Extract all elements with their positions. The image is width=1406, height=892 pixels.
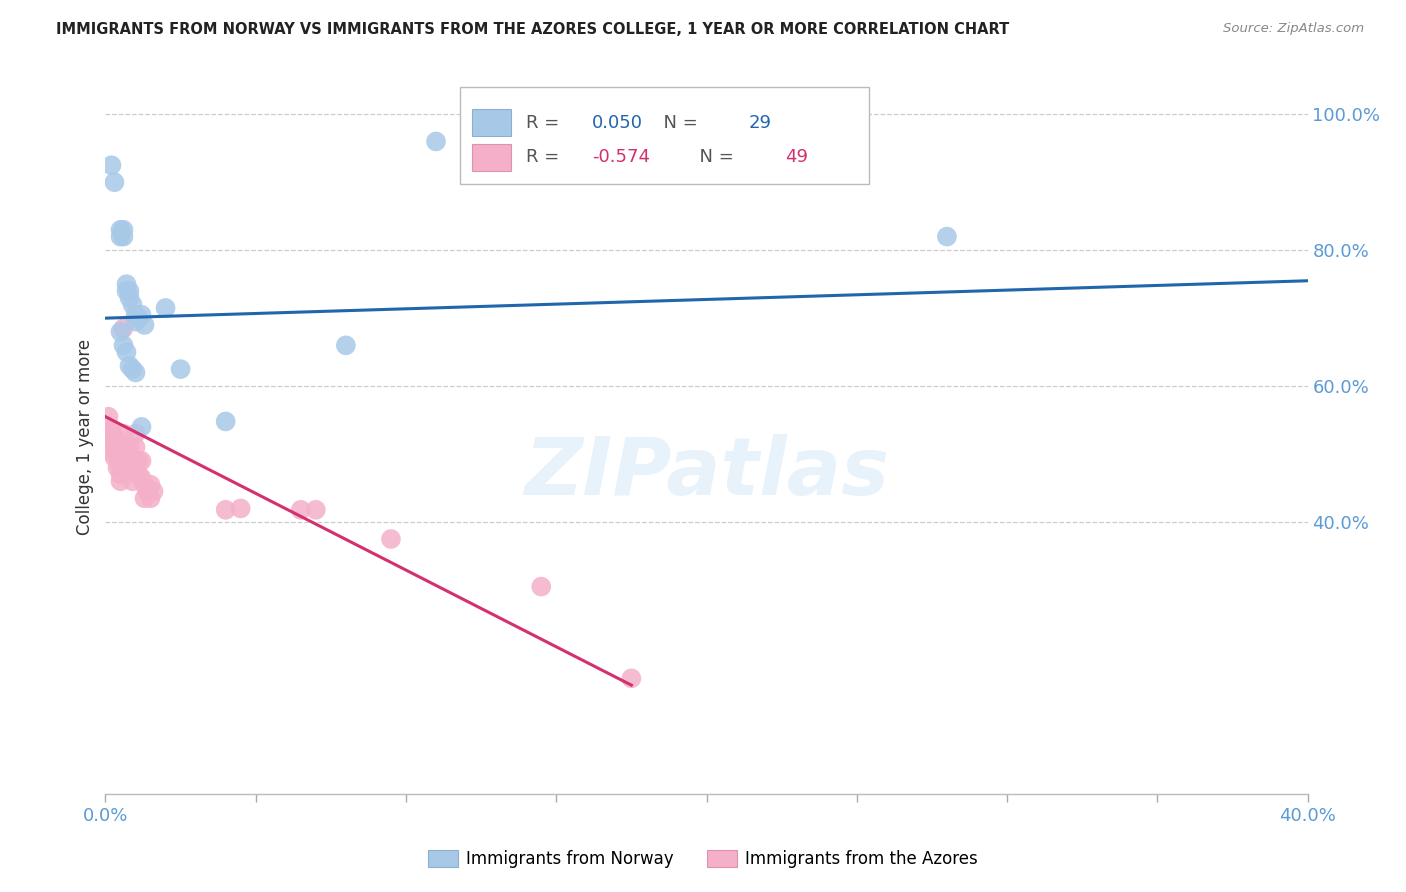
Point xyxy=(305,503,328,517)
Point xyxy=(118,440,141,454)
Point xyxy=(115,284,138,298)
Point xyxy=(136,484,159,499)
Text: 0.050: 0.050 xyxy=(592,114,644,132)
Point xyxy=(107,434,129,448)
Point xyxy=(115,460,138,475)
Point xyxy=(115,440,138,454)
Point xyxy=(115,450,138,465)
Point xyxy=(118,450,141,465)
Point xyxy=(121,460,143,475)
Point xyxy=(290,503,312,517)
Point xyxy=(97,423,120,437)
Point xyxy=(128,454,150,468)
Point xyxy=(131,471,153,485)
FancyBboxPatch shape xyxy=(472,144,510,171)
Point xyxy=(121,297,143,311)
Point xyxy=(131,420,153,434)
Point xyxy=(128,311,150,326)
Text: R =: R = xyxy=(526,148,565,166)
Point xyxy=(121,475,143,489)
Text: 29: 29 xyxy=(748,114,772,132)
Point xyxy=(124,454,146,468)
Point xyxy=(103,175,125,189)
Point xyxy=(110,454,132,468)
Point xyxy=(115,277,138,292)
Text: ZIPatlas: ZIPatlas xyxy=(524,434,889,512)
Point xyxy=(110,447,132,461)
Point xyxy=(103,430,125,444)
Point xyxy=(121,362,143,376)
Point xyxy=(124,426,146,441)
Point xyxy=(112,229,135,244)
FancyBboxPatch shape xyxy=(472,109,510,136)
Point xyxy=(100,158,122,172)
Legend: Immigrants from Norway, Immigrants from the Azores: Immigrants from Norway, Immigrants from … xyxy=(422,843,984,875)
Point xyxy=(118,359,141,373)
Point xyxy=(100,443,122,458)
Point xyxy=(100,423,122,437)
Point xyxy=(134,318,156,332)
Point xyxy=(124,440,146,454)
Point xyxy=(110,223,132,237)
Text: N =: N = xyxy=(689,148,740,166)
Point xyxy=(139,491,162,506)
Text: N =: N = xyxy=(652,114,704,132)
Point xyxy=(530,580,553,594)
Point xyxy=(131,308,153,322)
Point xyxy=(118,284,141,298)
Text: R =: R = xyxy=(526,114,565,132)
Point xyxy=(425,135,447,149)
Point xyxy=(110,325,132,339)
Point xyxy=(169,362,191,376)
Point xyxy=(380,532,402,546)
Point xyxy=(335,338,357,352)
Point xyxy=(110,229,132,244)
FancyBboxPatch shape xyxy=(460,87,869,184)
Point xyxy=(110,475,132,489)
Point xyxy=(107,440,129,454)
Point xyxy=(118,464,141,478)
Point xyxy=(124,366,146,380)
Point xyxy=(131,454,153,468)
Point xyxy=(124,308,146,322)
Point xyxy=(103,434,125,448)
Point xyxy=(107,450,129,465)
Point xyxy=(118,291,141,305)
Point xyxy=(112,426,135,441)
Text: IMMIGRANTS FROM NORWAY VS IMMIGRANTS FROM THE AZORES COLLEGE, 1 YEAR OR MORE COR: IMMIGRANTS FROM NORWAY VS IMMIGRANTS FRO… xyxy=(56,22,1010,37)
Point xyxy=(214,503,236,517)
Point xyxy=(155,301,177,315)
Point xyxy=(100,434,122,448)
Point xyxy=(107,460,129,475)
Point xyxy=(112,321,135,335)
Point xyxy=(139,477,162,491)
Point xyxy=(112,223,135,237)
Y-axis label: College, 1 year or more: College, 1 year or more xyxy=(76,339,94,535)
Point xyxy=(128,467,150,482)
Point xyxy=(214,414,236,428)
Point xyxy=(134,477,156,491)
Point xyxy=(124,314,146,328)
Point xyxy=(97,409,120,424)
Point xyxy=(142,484,165,499)
Point xyxy=(936,229,959,244)
Point xyxy=(110,467,132,482)
Text: 49: 49 xyxy=(785,148,807,166)
Point xyxy=(103,450,125,465)
Point xyxy=(103,440,125,454)
Point xyxy=(620,671,643,685)
Point xyxy=(115,345,138,359)
Point xyxy=(112,440,135,454)
Point xyxy=(229,501,252,516)
Text: -0.574: -0.574 xyxy=(592,148,651,166)
Point xyxy=(110,460,132,475)
Point xyxy=(112,338,135,352)
Text: Source: ZipAtlas.com: Source: ZipAtlas.com xyxy=(1223,22,1364,36)
Point xyxy=(134,491,156,506)
